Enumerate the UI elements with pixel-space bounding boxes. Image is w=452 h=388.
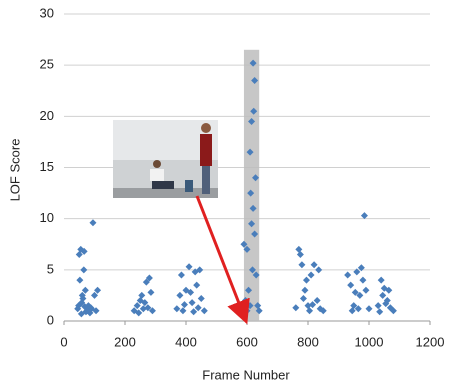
data-point bbox=[198, 295, 205, 302]
data-point bbox=[349, 307, 356, 314]
data-point bbox=[173, 305, 180, 312]
x-axis-label: Frame Number bbox=[202, 367, 290, 382]
y-tick-label: 30 bbox=[40, 5, 54, 20]
data-point bbox=[378, 277, 385, 284]
data-point bbox=[292, 304, 299, 311]
inset-photo bbox=[113, 120, 218, 198]
data-point bbox=[147, 289, 154, 296]
data-point bbox=[80, 266, 87, 273]
data-point bbox=[298, 261, 305, 268]
data-point bbox=[189, 299, 196, 306]
x-tick-label: 200 bbox=[114, 334, 136, 349]
data-point bbox=[306, 307, 313, 314]
y-tick-label: 15 bbox=[40, 159, 54, 174]
data-point bbox=[303, 277, 310, 284]
data-point bbox=[295, 246, 302, 253]
x-tick-label: 0 bbox=[60, 334, 67, 349]
chart: 0 5 10 15 20 25 30 0 200 400 600 800 1000 1200 Frame … bbox=[0, 0, 452, 388]
data-point bbox=[179, 307, 186, 314]
data-point bbox=[359, 277, 366, 284]
x-tick-label: 1000 bbox=[355, 334, 384, 349]
data-point bbox=[375, 302, 382, 309]
data-point bbox=[195, 304, 202, 311]
highlight-band bbox=[244, 50, 259, 321]
data-point bbox=[366, 305, 373, 312]
data-point bbox=[311, 261, 318, 268]
y-tick-label: 10 bbox=[40, 210, 54, 225]
y-tick-label: 5 bbox=[47, 261, 54, 276]
x-tick-label: 800 bbox=[297, 334, 319, 349]
data-point bbox=[89, 219, 96, 226]
data-point bbox=[181, 301, 188, 308]
data-point bbox=[178, 271, 185, 278]
data-point bbox=[347, 282, 354, 289]
data-point bbox=[376, 308, 383, 315]
data-point bbox=[314, 297, 321, 304]
y-axis-label: LOF Score bbox=[7, 139, 22, 202]
x-tick-label: 400 bbox=[175, 334, 197, 349]
data-point bbox=[186, 263, 193, 270]
data-point bbox=[138, 292, 145, 299]
data-point bbox=[315, 266, 322, 273]
data-point bbox=[344, 271, 351, 278]
data-point bbox=[201, 307, 208, 314]
y-tick-label: 20 bbox=[40, 108, 54, 123]
y-tick-label: 25 bbox=[40, 57, 54, 72]
y-tick-label: 0 bbox=[47, 312, 54, 327]
data-point bbox=[176, 292, 183, 299]
data-point bbox=[309, 301, 316, 308]
data-point bbox=[301, 287, 308, 294]
data-point bbox=[379, 292, 386, 299]
data-point bbox=[361, 212, 368, 219]
x-tick-label: 1200 bbox=[416, 334, 445, 349]
data-point bbox=[297, 251, 304, 258]
data-point bbox=[300, 295, 307, 302]
data-point bbox=[76, 277, 83, 284]
data-point bbox=[193, 282, 200, 289]
data-point bbox=[190, 308, 197, 315]
data-point bbox=[308, 271, 315, 278]
data-point bbox=[362, 287, 369, 294]
x-tick-label: 600 bbox=[236, 334, 258, 349]
